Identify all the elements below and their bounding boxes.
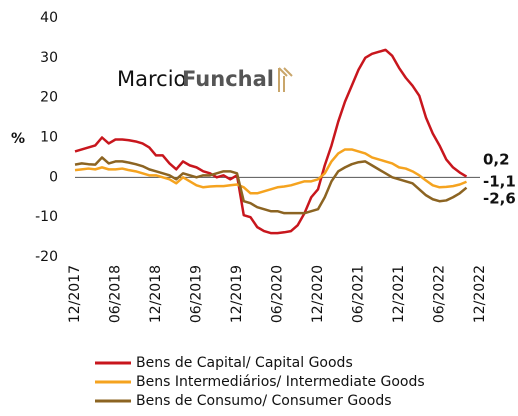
x-tick-label: 12/2022 [472,265,488,323]
y-tick-label: 0 [49,169,58,185]
x-tick-label: 12/2019 [229,265,245,323]
y-tick-label: 40 [40,10,58,26]
end-label: -2,6 [483,190,516,208]
x-tick-label: 06/2018 [108,265,124,323]
end-label: -1,1 [483,173,516,191]
series-line [74,156,468,215]
series-line [74,148,467,195]
watermark-icon [278,67,293,92]
y-tick-label: 30 [40,50,58,66]
x-tick-label: 12/2018 [148,265,164,323]
watermark: Marcio [117,67,186,91]
x-tick-label: 06/2022 [432,265,448,323]
y-tick-label: 20 [40,90,58,106]
y-tick-label: -20 [35,249,58,265]
x-tick-label: 12/2017 [67,265,83,323]
legend-label: Bens de Consumo/ Consumer Goods [136,393,392,409]
legend-label: Bens Intermediários/ Intermediate Goods [136,374,425,390]
y-tick-label: 10 [40,130,58,146]
x-tick-label: 06/2019 [189,265,205,323]
y-tick-label: -10 [35,209,58,225]
legend-label: Bens de Capital/ Capital Goods [136,355,353,371]
series-line [74,48,468,235]
x-tick-label: 12/2021 [391,265,407,323]
x-tick-label: 06/2020 [270,265,286,323]
watermark: Funchal [182,67,274,91]
x-tick-label: 12/2020 [310,265,326,323]
y-axis-label: % [11,131,25,147]
x-tick-label: 06/2021 [351,265,367,323]
end-label: 0,2 [483,151,510,169]
